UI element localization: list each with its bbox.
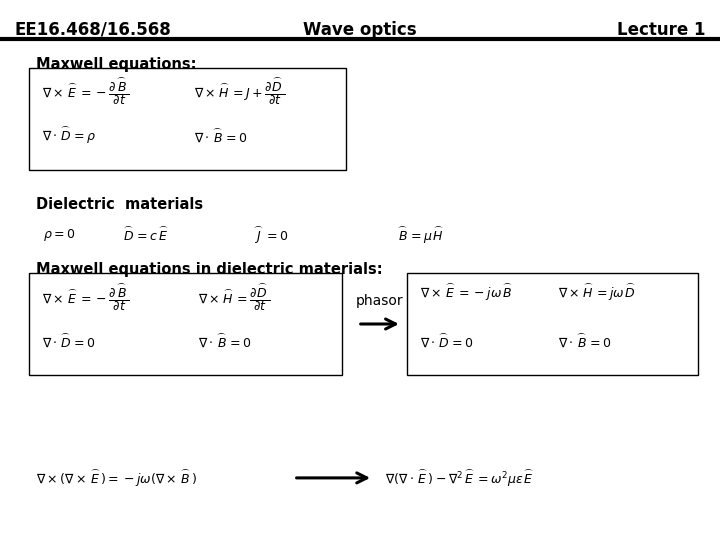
Text: $\nabla \cdot \overset{\frown}{B} = 0$: $\nabla \cdot \overset{\frown}{B} = 0$ bbox=[559, 333, 613, 351]
Text: $\nabla \times (\nabla \times \overset{\frown}{E}) = -j\omega(\nabla \times \ove: $\nabla \times (\nabla \times \overset{\… bbox=[36, 467, 197, 489]
Bar bbox=[29, 68, 346, 170]
Text: $\nabla(\nabla \cdot \overset{\frown}{E}) - \nabla^2 \overset{\frown}{E} = \omeg: $\nabla(\nabla \cdot \overset{\frown}{E}… bbox=[385, 467, 534, 489]
Bar bbox=[29, 273, 342, 375]
Text: $\overset{\frown}{J} = 0$: $\overset{\frown}{J} = 0$ bbox=[252, 224, 289, 246]
Text: Wave optics: Wave optics bbox=[303, 21, 417, 38]
Text: $\rho = 0$: $\rho = 0$ bbox=[43, 227, 76, 243]
Text: $\nabla \times \overset{\frown}{E} = -j\omega\overset{\frown}{B}$: $\nabla \times \overset{\frown}{E} = -j\… bbox=[420, 281, 513, 302]
Bar bbox=[407, 273, 698, 375]
Text: $\nabla \cdot \overset{\frown}{D} = 0$: $\nabla \cdot \overset{\frown}{D} = 0$ bbox=[42, 333, 96, 351]
Text: $\nabla \cdot \overset{\frown}{B} = 0$: $\nabla \cdot \overset{\frown}{B} = 0$ bbox=[198, 333, 252, 351]
Text: Lecture 1: Lecture 1 bbox=[617, 21, 706, 38]
Text: $\nabla \cdot \overset{\frown}{D} = \rho$: $\nabla \cdot \overset{\frown}{D} = \rho… bbox=[42, 124, 96, 146]
Text: Dielectric  materials: Dielectric materials bbox=[36, 197, 203, 212]
Text: $\nabla \times \overset{\frown}{E} = -\dfrac{\partial \overset{\frown}{B}}{\part: $\nabla \times \overset{\frown}{E} = -\d… bbox=[42, 76, 130, 107]
Text: $\nabla \cdot \overset{\frown}{B} = 0$: $\nabla \cdot \overset{\frown}{B} = 0$ bbox=[194, 127, 248, 146]
Text: $\overset{\frown}{B} = \mu\overset{\frown}{H}$: $\overset{\frown}{B} = \mu\overset{\frow… bbox=[396, 224, 444, 246]
Text: $\overset{\frown}{D} = c\overset{\frown}{E}$: $\overset{\frown}{D} = c\overset{\frown}… bbox=[122, 226, 169, 244]
Text: EE16.468/16.568: EE16.468/16.568 bbox=[14, 21, 171, 38]
Text: Maxwell equations in dielectric materials:: Maxwell equations in dielectric material… bbox=[36, 262, 382, 277]
Text: $\nabla \cdot \overset{\frown}{D} = 0$: $\nabla \cdot \overset{\frown}{D} = 0$ bbox=[420, 333, 474, 351]
Text: phasor: phasor bbox=[356, 294, 403, 308]
Text: $\nabla \times \overset{\frown}{H} = J + \dfrac{\partial \overset{\frown}{D}}{\p: $\nabla \times \overset{\frown}{H} = J +… bbox=[194, 76, 285, 107]
Text: Maxwell equations:: Maxwell equations: bbox=[36, 57, 197, 72]
Text: $\nabla \times \overset{\frown}{H} = j\omega\overset{\frown}{D}$: $\nabla \times \overset{\frown}{H} = j\o… bbox=[559, 281, 636, 302]
Text: $\nabla \times \overset{\frown}{H} = \dfrac{\partial \overset{\frown}{D}}{\parti: $\nabla \times \overset{\frown}{H} = \df… bbox=[198, 281, 270, 313]
Text: $\nabla \times \overset{\frown}{E} = -\dfrac{\partial \overset{\frown}{B}}{\part: $\nabla \times \overset{\frown}{E} = -\d… bbox=[42, 281, 130, 313]
